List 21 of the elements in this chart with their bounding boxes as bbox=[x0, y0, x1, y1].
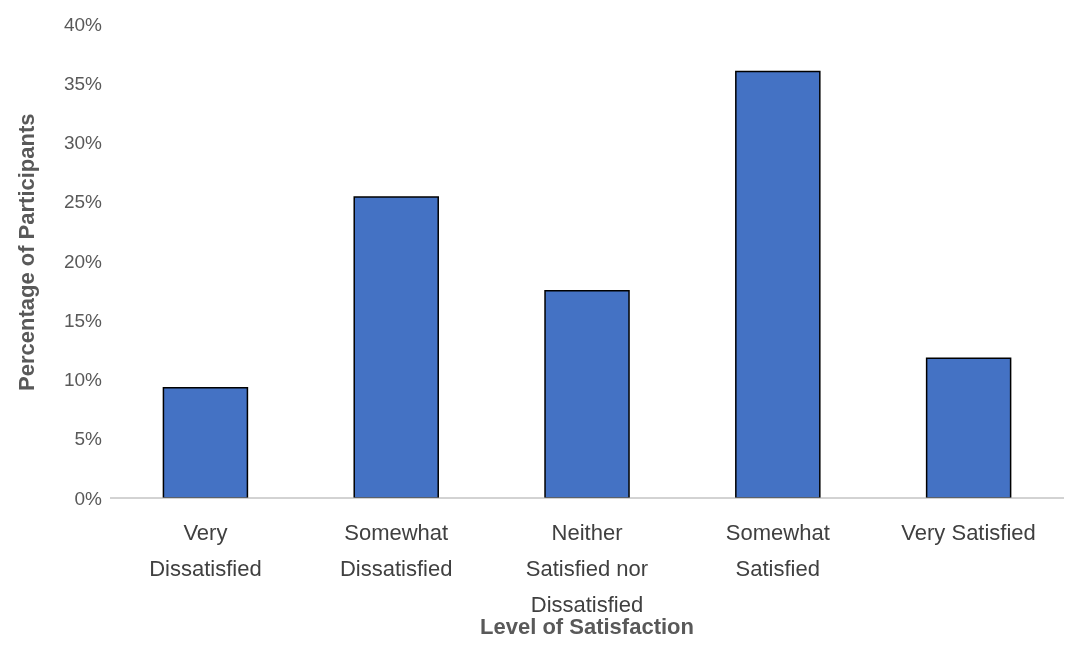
y-tick-label: 0% bbox=[74, 487, 103, 509]
y-tick-label: 20% bbox=[63, 250, 103, 272]
bar bbox=[925, 357, 1012, 498]
x-tick-label: Somewhat Satisfied bbox=[725, 520, 830, 581]
x-tick-label: Very Satisfied bbox=[901, 520, 1036, 545]
bar bbox=[735, 70, 821, 498]
y-tick-label: 35% bbox=[63, 73, 103, 94]
bar bbox=[162, 387, 249, 498]
y-tick-label: 15% bbox=[63, 309, 103, 331]
y-tick-label: 5% bbox=[74, 428, 103, 450]
y-tick-label: 10% bbox=[63, 369, 103, 391]
x-tick-label: Somewhat Dissatisfied bbox=[339, 520, 453, 581]
x-tick-label: Neither Satisfied nor Dissatisfied bbox=[525, 520, 649, 617]
bar bbox=[544, 289, 630, 498]
y-axis-title: Percentage of Participants bbox=[13, 113, 39, 391]
bar bbox=[353, 196, 439, 498]
y-tick-label: 40% bbox=[63, 13, 103, 35]
y-tick-label: 30% bbox=[63, 132, 103, 154]
y-tick-label: 25% bbox=[63, 191, 103, 213]
x-axis-title: Level of Satisfaction bbox=[480, 614, 694, 639]
x-tick-label: Very Dissatisfied bbox=[149, 520, 262, 581]
